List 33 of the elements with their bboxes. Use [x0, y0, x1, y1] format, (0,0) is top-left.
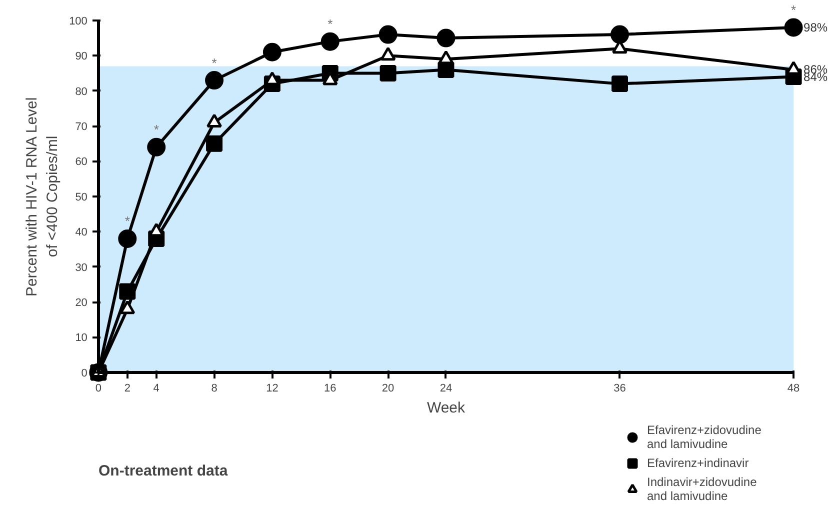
y-tick-label: 100 — [69, 15, 88, 28]
x-tick-label: 4 — [153, 382, 160, 394]
y-tick-label: 0 — [81, 367, 88, 380]
annotation: * — [124, 214, 130, 229]
y-tick-label: 50 — [75, 191, 88, 204]
y-tick-label: 80 — [75, 86, 88, 98]
legend-label: Indinavir+zidovudine and lamivudine — [647, 475, 757, 503]
x-tick-label: 16 — [324, 382, 336, 394]
y-tick-label: 10 — [75, 332, 88, 344]
y-tick-label: 60 — [75, 156, 88, 168]
x-tick-label: 8 — [211, 382, 218, 394]
annotation: * — [328, 16, 333, 32]
x-axis-title: Week — [426, 400, 466, 416]
x-tick-label: 0 — [95, 382, 102, 394]
x-tick-label: 24 — [440, 382, 452, 394]
annotation: * — [154, 122, 159, 138]
x-tick-label: 12 — [266, 382, 278, 394]
x-tick-label: 36 — [614, 382, 626, 394]
y-tick-label: 20 — [75, 297, 88, 310]
x-tick-label: 2 — [124, 382, 130, 394]
data-label: 98% — [804, 20, 828, 34]
text: On-treatment data — [98, 462, 228, 480]
y-tick-label: 70 — [75, 121, 88, 134]
y-tick-label: 40 — [75, 226, 88, 239]
y-axis-title: Percent with HIV-1 RNA Level of <400 Copies/ml — [24, 97, 62, 297]
annotation: * — [791, 2, 796, 18]
legend-label: Efavirenz+zidovudine and lamivudine — [647, 423, 762, 451]
x-tick-label: 20 — [382, 382, 394, 394]
annotation: * — [212, 55, 217, 70]
y-tick-label: 30 — [75, 262, 88, 274]
legend-label: Efavirenz+indinavir — [647, 455, 749, 471]
x-tick-label: 48 — [787, 382, 800, 394]
y-tick-label: 90 — [75, 50, 88, 63]
